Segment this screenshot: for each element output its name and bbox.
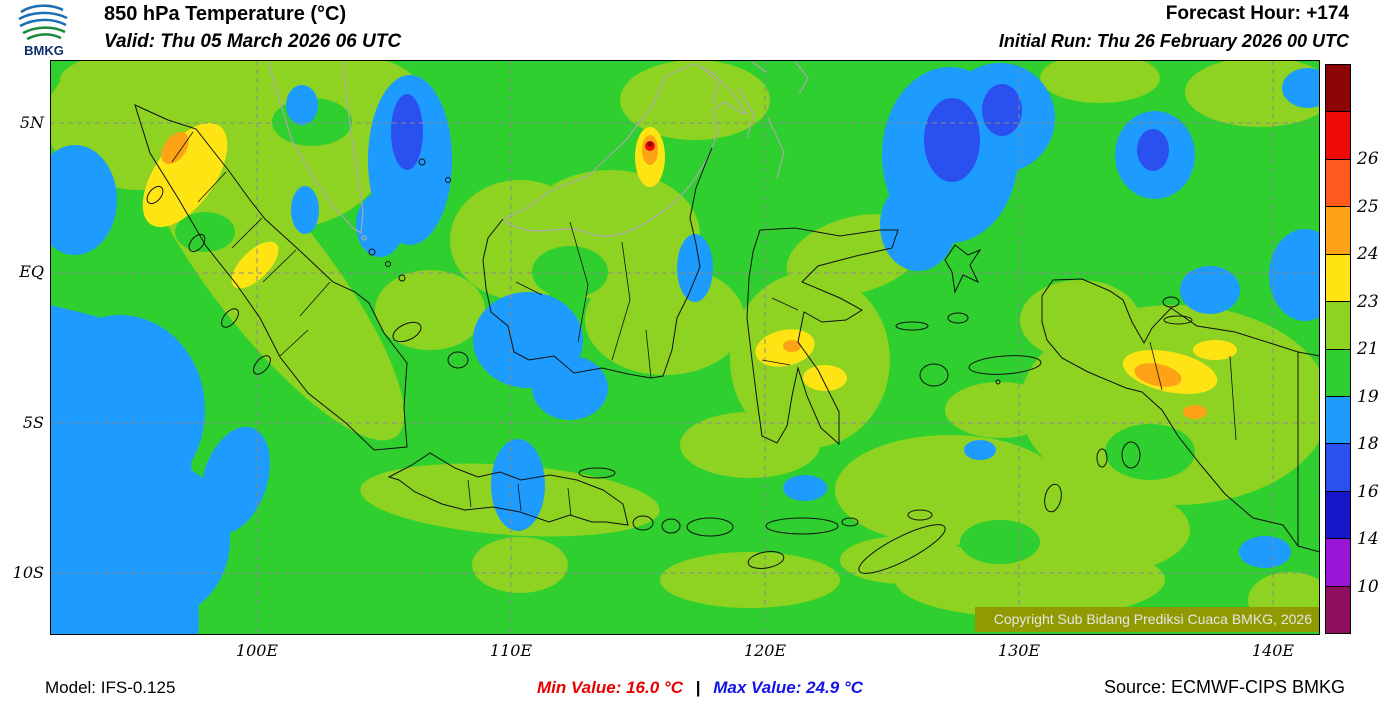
warm-temp-spots (142, 122, 1237, 419)
colorbar (1325, 64, 1351, 634)
x-axis-label: 120E (743, 641, 787, 660)
colorbar-label: 16 (1357, 481, 1379, 502)
foreign-country-borders (267, 60, 809, 241)
colorbar-segment (1326, 158, 1350, 207)
logo-wave-icon (18, 4, 68, 28)
x-axis-label: 140E (1251, 641, 1295, 660)
page-title: 850 hPa Temperature (°C) (104, 3, 347, 25)
coastlines (134, 104, 1320, 574)
copyright-band: Copyright Sub Bidang Prediksi Cuaca BMKG… (975, 607, 1320, 632)
colorbar-segment (1326, 301, 1350, 349)
minmax-separator: | (695, 678, 701, 697)
weather-map: Copyright Sub Bidang Prediksi Cuaca BMKG… (50, 60, 1320, 635)
valid-time: Valid: Thu 05 March 2026 06 UTC (104, 31, 402, 52)
province-borders (171, 131, 1237, 517)
y-axis-label: 5N (19, 113, 44, 132)
colorbar-label: 24 (1357, 244, 1379, 264)
colorbar-segment (1326, 443, 1350, 491)
bmkg-logo: BMKG (12, 2, 76, 58)
y-axis-label: 5S (22, 413, 44, 432)
y-axis-label: EQ (19, 262, 44, 281)
logo-text: BMKG (24, 43, 64, 58)
minmax-values: Min Value: 16.0 °C | Max Value: 24.9 °C (537, 678, 863, 698)
colorbar-label: 14 (1357, 529, 1379, 549)
colorbar-label: 26 (1357, 149, 1379, 169)
logo-leaf-icon (22, 26, 66, 41)
graticule-gridlines (50, 60, 1320, 635)
forecast-hour: Forecast Hour: +174 (1165, 3, 1349, 24)
colorbar-segment (1326, 348, 1350, 396)
colorbar-label: 19 (1357, 386, 1379, 407)
cool-temp-patches (50, 63, 1320, 635)
colorbar-label: 21 (1357, 339, 1379, 359)
colorbar-segment (1326, 111, 1350, 159)
x-axis-label: 100E (235, 641, 279, 660)
map-border (50, 60, 1320, 635)
colorbar-segment (1326, 253, 1350, 302)
x-axis-label: 110E (489, 641, 533, 660)
max-value: Max Value: 24.9 °C (713, 678, 864, 697)
colorbar-segment (1326, 490, 1350, 539)
colorbar-segment (1326, 395, 1350, 444)
map-svg: Copyright Sub Bidang Prediksi Cuaca BMKG… (50, 60, 1320, 635)
copyright-text: Copyright Sub Bidang Prediksi Cuaca BMKG… (994, 611, 1312, 627)
source-label: Source: ECMWF-CIPS BMKG (1103, 677, 1345, 697)
colorbar-segment (1326, 206, 1350, 254)
initial-run: Initial Run: Thu 26 February 2026 00 UTC (998, 31, 1349, 51)
colorbar-label: 18 (1357, 434, 1379, 454)
colorbar-segment (1326, 65, 1350, 112)
min-value: Min Value: 16.0 °C (536, 678, 683, 697)
colorbar-label: 10 (1357, 576, 1379, 597)
colorbar-segment (1326, 538, 1350, 586)
colorbar-label: 25 (1357, 196, 1379, 217)
model-label: Model: IFS-0.125 (45, 678, 176, 697)
colorbar-label: 23 (1357, 291, 1379, 312)
colorbar-labels: 26 25 24 23 21 19 18 16 14 10 (1357, 64, 1397, 634)
y-axis-label: 10S (12, 563, 44, 582)
colorbar-segment (1326, 585, 1350, 634)
x-axis-label: 130E (997, 641, 1041, 660)
